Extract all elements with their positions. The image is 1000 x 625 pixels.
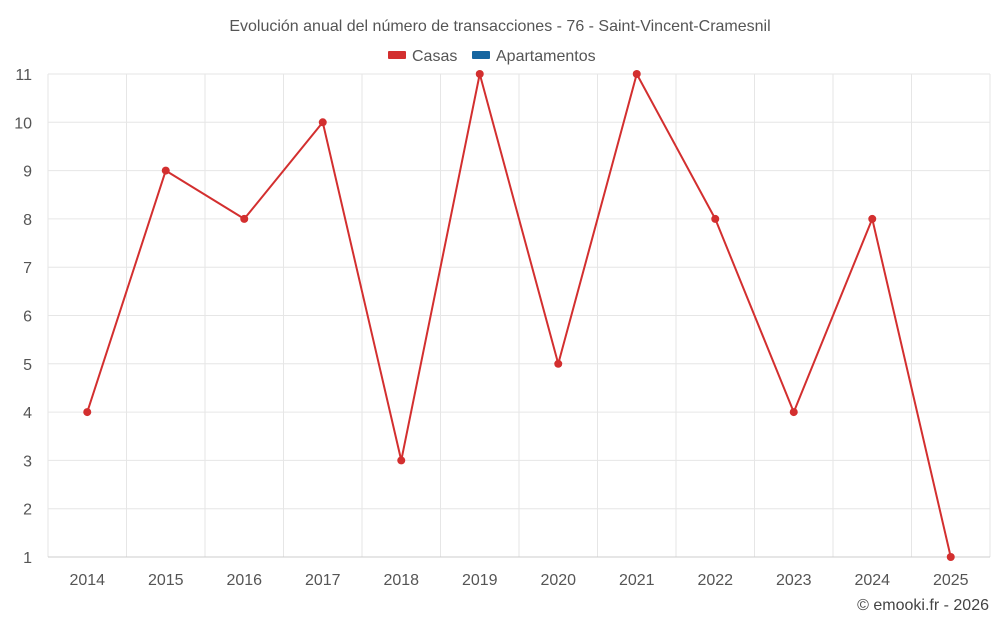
x-tick-label: 2017 [305,572,341,589]
x-tick-label: 2024 [854,572,890,589]
data-point-casas-2018[interactable] [397,456,406,465]
legend-label-apartamentos: Apartamentos [496,48,596,65]
y-tick-label: 9 [23,164,32,181]
legend: Casas Apartamentos [388,48,596,65]
y-tick-label: 10 [14,115,32,132]
y-tick-label: 7 [23,260,32,277]
data-point-casas-2014[interactable] [83,408,92,417]
legend-label-casas: Casas [412,48,457,65]
series-casas [83,70,955,561]
credit-text: © emooki.fr - 2026 [857,597,989,614]
x-tick-label: 2014 [69,572,105,589]
data-point-casas-2017[interactable] [318,118,327,127]
data-point-casas-2016[interactable] [240,214,249,223]
y-tick-label: 8 [23,212,32,229]
y-tick-label: 2 [23,502,32,519]
x-tick-label: 2025 [933,572,969,589]
data-point-casas-2020[interactable] [554,359,563,368]
y-tick-label: 5 [23,357,32,374]
series-line-casas [86,73,952,558]
x-tick-label: 2021 [619,572,655,589]
data-point-casas-2023[interactable] [789,408,798,417]
legend-item-apartamentos[interactable]: Apartamentos [472,48,596,65]
x-tick-label: 2015 [148,572,184,589]
y-tick-label: 11 [15,67,32,84]
chart-title: Evolución anual del número de transaccio… [229,18,770,35]
data-point-casas-2021[interactable] [632,70,641,78]
x-tick-label: 2018 [383,572,419,589]
y-tick-label: 3 [23,453,32,470]
legend-item-casas[interactable]: Casas [388,48,457,65]
data-point-casas-2015[interactable] [161,166,170,175]
data-point-casas-2024[interactable] [868,214,877,223]
x-tick-label: 2022 [697,572,733,589]
data-point-casas-2022[interactable] [711,214,720,223]
x-tick-label: 2020 [540,572,576,589]
x-tick-label: 2023 [776,572,812,589]
legend-swatch-apartamentos [472,51,490,59]
x-axis-ticks: 2014 2015 2016 2017 2018 2019 2020 2021 2022 2023… [69,572,968,589]
y-tick-label: 4 [23,405,32,422]
y-tick-label: 1 [23,550,32,567]
y-axis-ticks: 1 2 3 4 5 6 7 8 9 10 11 [14,67,32,567]
x-tick-label: 2019 [462,572,498,589]
data-point-casas-2025[interactable] [946,553,955,561]
y-tick-label: 6 [23,309,32,326]
legend-swatch-casas [388,51,406,59]
data-point-casas-2019[interactable] [475,70,484,78]
x-tick-label: 2016 [226,572,262,589]
